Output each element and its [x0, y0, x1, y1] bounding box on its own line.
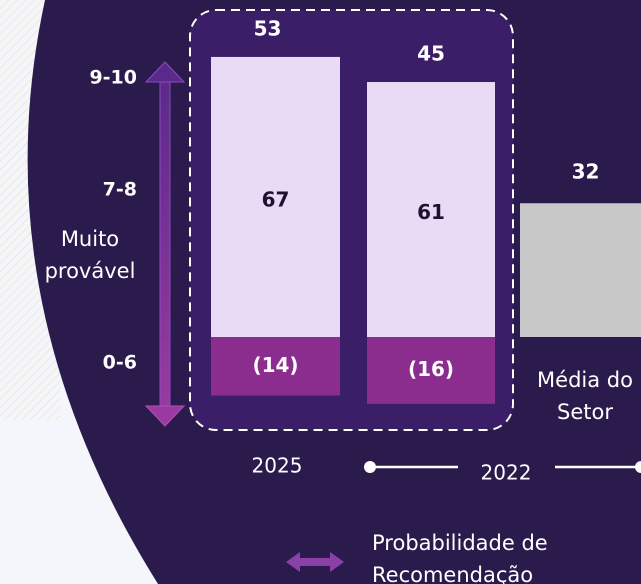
scale-label: 9-10	[89, 67, 137, 89]
value-label: 61	[417, 200, 445, 224]
legend-arrow	[286, 552, 344, 572]
value-label: 67	[262, 187, 290, 211]
value-label: (16)	[408, 357, 454, 381]
bar	[520, 203, 641, 337]
x-tick-label: Média do Setor	[537, 368, 633, 424]
value-label: (14)	[252, 353, 298, 377]
bar	[367, 82, 495, 338]
legend-label: Probabilidade de Recomendação	[372, 531, 548, 584]
scale-arrow	[144, 61, 186, 427]
total-label: 45	[417, 42, 445, 66]
timeline	[364, 461, 641, 473]
value-label: 32	[572, 160, 600, 184]
bar	[367, 337, 495, 404]
x-tick-label: 2022	[481, 461, 532, 485]
scale-label: 0-6	[103, 352, 137, 374]
total-label: 53	[254, 16, 282, 40]
bar	[211, 56, 340, 337]
scale-title: Muito provável	[44, 227, 136, 283]
x-tick-label: 2025	[252, 454, 303, 478]
scale-label: 7-8	[103, 179, 137, 201]
bar	[211, 337, 340, 396]
